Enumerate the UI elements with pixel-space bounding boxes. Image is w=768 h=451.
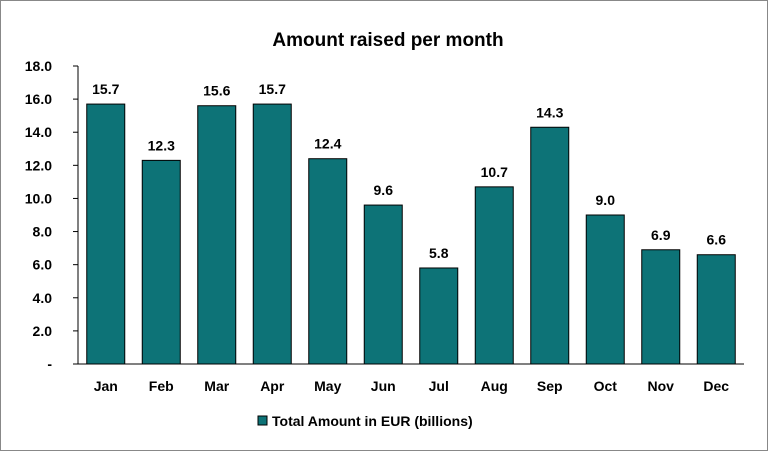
bar — [585, 214, 625, 365]
bar — [197, 105, 237, 365]
data-label: 12.3 — [148, 137, 175, 153]
data-label: 6.6 — [707, 232, 727, 248]
legend-swatch — [257, 415, 268, 426]
x-tick-label: Jun — [371, 378, 396, 394]
bar — [419, 267, 459, 365]
y-tick-label: 4.0 — [33, 290, 53, 306]
y-tick-label: 18.0 — [25, 58, 52, 74]
x-tick-label: Jul — [429, 378, 449, 394]
data-label: 15.6 — [203, 83, 230, 99]
x-tick-label: Jan — [94, 378, 118, 394]
chart-title: Amount raised per month — [272, 30, 503, 51]
x-tick-label: Dec — [703, 378, 729, 394]
legend-label: Total Amount in EUR (billions) — [272, 413, 473, 429]
data-label: 15.7 — [92, 81, 119, 97]
x-tick-label: Mar — [204, 378, 229, 394]
bar — [86, 103, 126, 365]
bar — [252, 103, 292, 365]
x-tick-label: May — [314, 378, 341, 394]
bar — [641, 249, 681, 365]
bar — [530, 126, 570, 365]
data-label: 9.6 — [374, 182, 394, 198]
y-tick-label: 2.0 — [33, 323, 53, 339]
data-label: 9.0 — [596, 192, 616, 208]
x-tick-label: Aug — [481, 378, 508, 394]
y-tick-label: 14.0 — [25, 124, 52, 140]
x-tick-label: Feb — [149, 378, 174, 394]
y-tick-label: 8.0 — [33, 224, 53, 240]
y-tick-label: 16.0 — [25, 91, 52, 107]
plot-area: - 2.0 4.0 6.0 8.0 10.0 12.0 14.0 16.0 18.0 15.7 Jan… — [25, 58, 744, 394]
bar — [308, 158, 348, 365]
y-tick-label: 12.0 — [25, 157, 52, 173]
bar — [363, 204, 403, 365]
x-tick-label: Oct — [594, 378, 618, 394]
legend: Total Amount in EUR (billions) — [257, 413, 473, 429]
bar — [696, 254, 736, 365]
x-tick-label: Nov — [648, 378, 675, 394]
data-label: 5.8 — [429, 245, 449, 261]
data-label: 10.7 — [481, 164, 508, 180]
data-label: 6.9 — [651, 227, 671, 243]
data-label: 12.4 — [314, 136, 341, 152]
y-tick-label: 6.0 — [33, 257, 53, 273]
y-tick-label: - — [47, 356, 52, 372]
data-label: 15.7 — [259, 81, 286, 97]
x-tick-label: Apr — [260, 378, 285, 394]
y-tick-label: 10.0 — [25, 190, 52, 206]
bar — [474, 186, 514, 365]
x-tick-label: Sep — [537, 378, 563, 394]
bar — [141, 159, 181, 365]
data-label: 14.3 — [536, 104, 563, 120]
